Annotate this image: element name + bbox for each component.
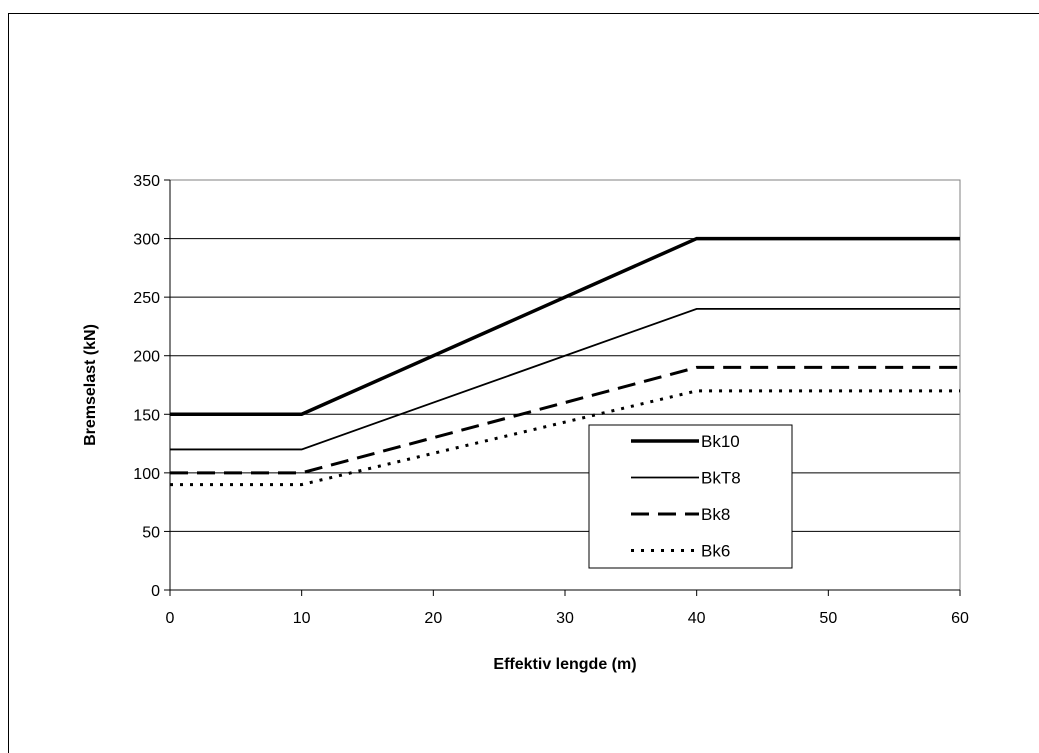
x-tick-label: 30 xyxy=(556,610,574,627)
y-tick-label: 0 xyxy=(151,583,160,600)
y-tick-label: 350 xyxy=(133,173,160,190)
legend-label-bk8: Bk8 xyxy=(701,505,730,524)
x-tick-label: 20 xyxy=(424,610,442,627)
legend-label-bk6: Bk6 xyxy=(701,542,730,561)
series-line-bk8 xyxy=(170,365,960,475)
x-tick-label: 10 xyxy=(293,610,311,627)
series-line-bk6 xyxy=(170,389,960,487)
x-axis: 0 10 20 30 40 50 60 xyxy=(166,589,969,627)
plot-area xyxy=(169,179,961,591)
chart-frame xyxy=(8,13,1039,753)
y-tick-label: 150 xyxy=(133,407,160,424)
line-chart: 0 50 100 150 200 250 300 350 0 10 20 30 40 50 60 Effe… xyxy=(82,173,969,673)
y-axis: 0 50 100 150 200 250 300 350 xyxy=(133,173,171,600)
x-tick-label: 60 xyxy=(951,610,969,627)
x-tick-label: 0 xyxy=(166,610,175,627)
legend-box xyxy=(588,424,793,569)
legend-label-bkt8: BkT8 xyxy=(701,469,741,488)
x-tick-label: 40 xyxy=(688,610,706,627)
x-tick-label: 50 xyxy=(819,610,837,627)
series-lines xyxy=(170,236,960,487)
y-axis-title: Bremselast (kN) xyxy=(82,324,99,446)
y-tick-label: 300 xyxy=(133,232,160,249)
y-tick-label: 200 xyxy=(133,349,160,366)
y-tick-label: 50 xyxy=(142,524,160,541)
legend: Bk10 BkT8 Bk8 Bk6 xyxy=(588,424,793,569)
series-line-bk10 xyxy=(170,236,960,417)
series-line-bkt8 xyxy=(170,307,960,451)
y-tick-label: 250 xyxy=(133,290,160,307)
legend-label-bk10: Bk10 xyxy=(701,432,740,451)
x-axis-title: Effektiv lengde (m) xyxy=(493,656,636,673)
y-tick-label: 100 xyxy=(133,466,160,483)
